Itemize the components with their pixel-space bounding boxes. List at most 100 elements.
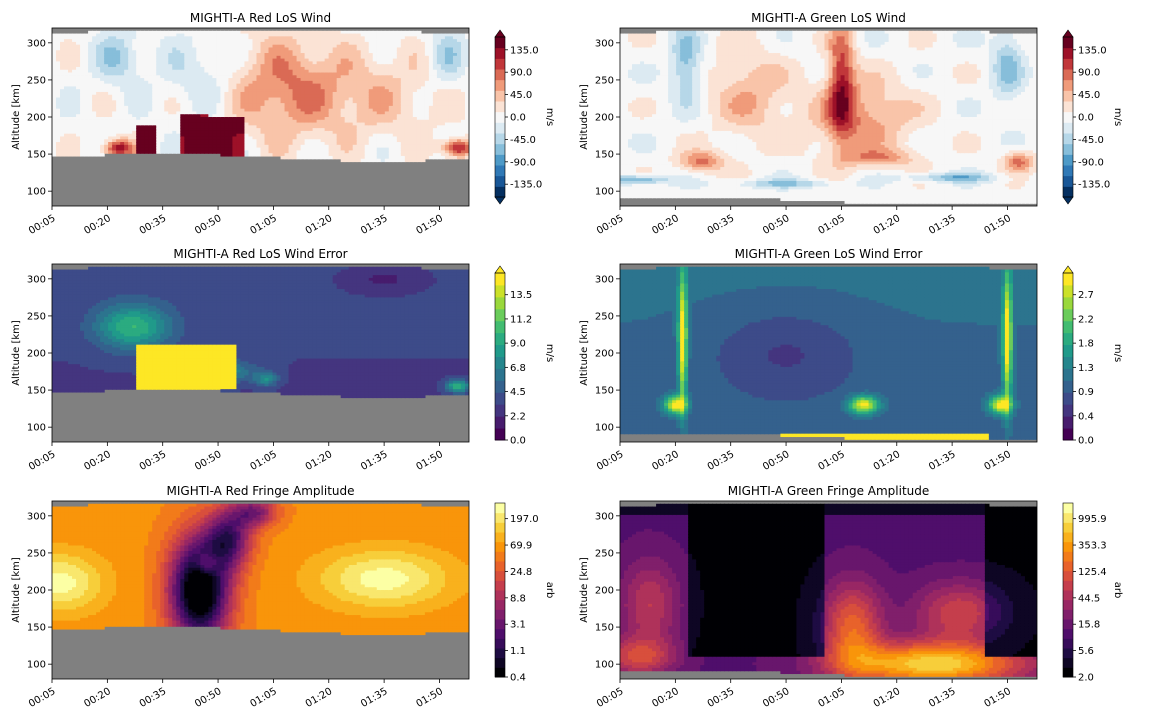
y-tick-label: 250	[27, 548, 46, 559]
x-tick-label: 01:05	[248, 213, 278, 237]
y-tick-label: 300	[27, 511, 46, 522]
colorbar-green-los-wind: 135.0 90.0 45.0 0.0 -45.0 -90.0 -135.0 m/s	[1062, 29, 1123, 205]
x-tick-label: 01:20	[304, 686, 334, 710]
panel-red-los-wind-error: MIGHTI-A Red LoS Wind Error 100 150 200 250 3…	[11, 247, 555, 473]
y-tick-label: 150	[27, 150, 46, 161]
panel-green-los-wind-error: MIGHTI-A Green LoS Wind Error 100 150 200 25…	[579, 247, 1123, 473]
x-tick-label: 01:50	[983, 686, 1013, 710]
x-tick-label: 00:05	[27, 213, 57, 237]
panel-title: MIGHTI-A Green LoS Wind	[751, 11, 906, 25]
x-tick-label: 01:20	[304, 213, 334, 237]
y-tick-label: 150	[595, 386, 614, 397]
colorbar-tick-label: 6.8	[510, 363, 526, 374]
panel-title: MIGHTI-A Green LoS Wind Error	[735, 247, 923, 261]
y-axis-label: Altitude [km]	[11, 557, 22, 623]
colorbar-tick-label: 1.3	[1078, 363, 1094, 374]
colorbar-tick-label: 2.2	[1078, 314, 1094, 325]
y-tick-label: 300	[27, 274, 46, 285]
x-tick-label: 01:50	[415, 213, 445, 237]
y-tick-label: 200	[595, 349, 614, 360]
heatmap-red-los-wind-error	[52, 264, 469, 442]
colorbar-tick-label: 5.6	[1078, 646, 1094, 657]
x-tick-label: 01:20	[304, 449, 334, 473]
colorbar-tick-label: 15.8	[1078, 620, 1100, 631]
colorbar-tick-label: 0.0	[1078, 436, 1094, 447]
y-tick-label: 250	[27, 311, 46, 322]
x-tick-label: 00:50	[761, 449, 791, 473]
x-tick-label: 01:50	[983, 449, 1013, 473]
colorbar-tick-label: -135.0	[510, 180, 542, 191]
colorbar-tick-label: 0.0	[510, 436, 526, 447]
panel-title: MIGHTI-A Red LoS Wind Error	[173, 247, 347, 261]
y-axis-label: Altitude [km]	[579, 320, 590, 386]
heatmap-green-los-wind	[620, 28, 1037, 206]
y-axis-label: Altitude [km]	[11, 320, 22, 386]
colorbar-tick-label: 135.0	[510, 45, 539, 56]
x-tick-label: 00:20	[650, 686, 680, 710]
colorbar-tick-label: 4.5	[510, 387, 526, 398]
x-tick-label: 00:05	[595, 686, 625, 710]
colorbar-tick-label: 0.0	[1078, 113, 1094, 124]
colorbar-tick-label: 13.5	[510, 290, 532, 301]
x-tick-label: 00:05	[595, 213, 625, 237]
x-tick-label: 01:05	[248, 686, 278, 710]
y-tick-label: 200	[595, 586, 614, 597]
colorbar-tick-label: 0.9	[1078, 387, 1094, 398]
colorbar-tick-label: 2.0	[1078, 673, 1094, 684]
colorbar-label: arb	[1112, 582, 1123, 599]
colorbar-tick-label: 8.8	[510, 593, 526, 604]
x-tick-label: 00:20	[82, 449, 112, 473]
y-tick-label: 100	[27, 660, 46, 671]
colorbar-tick-label: -90.0	[1078, 157, 1104, 168]
colorbar-tick-label: 44.5	[1078, 593, 1100, 604]
colorbar-tick-label: 0.0	[510, 113, 526, 124]
x-tick-label: 01:50	[983, 213, 1013, 237]
x-tick-label: 01:35	[927, 686, 957, 710]
colorbar-green-fringe-amplitude: 995.9 353.3 125.4 44.5 15.8 5.6 2.0 arb	[1062, 502, 1123, 684]
colorbar-tick-label: 135.0	[1078, 45, 1107, 56]
x-tick-label: 01:20	[872, 213, 902, 237]
x-tick-label: 01:20	[872, 449, 902, 473]
x-tick-label: 00:50	[193, 449, 223, 473]
colorbar-tick-label: 2.7	[1078, 290, 1094, 301]
heatmap-green-los-wind-error	[620, 264, 1037, 442]
colorbar-tick-label: 0.4	[1078, 411, 1094, 422]
colorbar-tick-label: 24.8	[510, 567, 532, 578]
colorbar-tick-label: -90.0	[510, 157, 536, 168]
x-tick-label: 01:35	[359, 213, 389, 237]
y-tick-label: 200	[595, 113, 614, 124]
colorbar-tick-label: 1.1	[510, 646, 526, 657]
x-tick-label: 01:20	[872, 686, 902, 710]
y-tick-label: 250	[27, 75, 46, 86]
colorbar-label: m/s	[1112, 344, 1123, 362]
x-tick-label: 00:35	[138, 213, 168, 237]
x-tick-label: 01:05	[816, 686, 846, 710]
colorbar-tick-label: 125.4	[1078, 567, 1107, 578]
x-tick-label: 01:05	[816, 213, 846, 237]
y-tick-label: 250	[595, 75, 614, 86]
y-tick-label: 150	[595, 150, 614, 161]
y-tick-label: 100	[595, 423, 614, 434]
x-tick-label: 01:35	[359, 449, 389, 473]
x-tick-label: 01:35	[359, 686, 389, 710]
x-tick-label: 00:05	[27, 449, 57, 473]
x-tick-label: 00:35	[706, 213, 736, 237]
colorbar-tick-label: -45.0	[1078, 135, 1104, 146]
colorbar-tick-label: 45.0	[510, 90, 532, 101]
panel-red-fringe-amplitude: MIGHTI-A Red Fringe Amplitude 100 150 200 25…	[11, 484, 555, 710]
y-tick-label: 200	[27, 586, 46, 597]
colorbar-tick-label: -45.0	[510, 135, 536, 146]
y-axis-label: Altitude [km]	[11, 84, 22, 150]
heatmap-red-fringe-amplitude	[52, 501, 469, 679]
colorbar-label: arb	[544, 582, 555, 599]
colorbar-red-los-wind-error: 13.5 11.2 9.0 6.8 4.5 2.2 0.0 m/s	[494, 265, 555, 447]
y-tick-label: 200	[27, 349, 46, 360]
colorbar-tick-label: 1.8	[1078, 339, 1094, 350]
x-tick-label: 00:05	[27, 686, 57, 710]
colorbar-green-los-wind-error: 2.7 2.2 1.8 1.3 0.9 0.4 0.0 m/s	[1062, 265, 1123, 447]
x-tick-label: 00:20	[82, 686, 112, 710]
y-tick-label: 300	[27, 38, 46, 49]
colorbar-tick-label: 90.0	[1078, 68, 1100, 79]
x-tick-label: 00:35	[138, 449, 168, 473]
